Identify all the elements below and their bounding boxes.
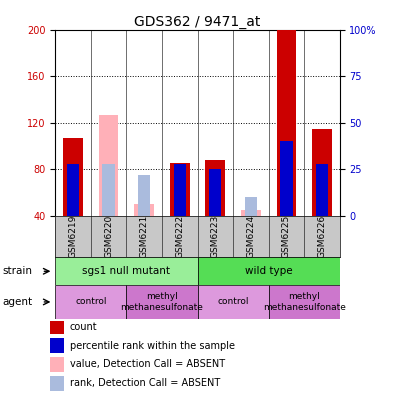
Title: GDS362 / 9471_at: GDS362 / 9471_at (134, 15, 261, 29)
Text: GSM6223: GSM6223 (211, 215, 220, 258)
Bar (51, 376, 64, 391)
Text: agent: agent (2, 297, 32, 307)
Bar (63, 138, 83, 216)
Bar (51, 357, 64, 372)
Bar (102, 164, 115, 216)
Text: GSM6224: GSM6224 (246, 215, 255, 258)
Text: methyl
methanesulfonate: methyl methanesulfonate (120, 292, 203, 312)
Text: value, Detection Call = ABSENT: value, Detection Call = ABSENT (70, 360, 225, 369)
Text: GSM6226: GSM6226 (318, 215, 326, 258)
Text: GSM6222: GSM6222 (175, 215, 184, 258)
Bar (170, 164, 190, 216)
Text: count: count (70, 322, 98, 332)
Bar (205, 160, 225, 216)
Text: strain: strain (2, 266, 32, 276)
Text: wild type: wild type (245, 266, 292, 276)
Bar (173, 164, 186, 216)
Text: GSM6225: GSM6225 (282, 215, 291, 258)
Bar (134, 204, 154, 216)
Bar (276, 30, 296, 216)
Bar (55, 257, 198, 285)
Bar (51, 319, 64, 334)
Bar (280, 141, 293, 216)
Bar (316, 164, 328, 216)
Text: rank, Detection Call = ABSENT: rank, Detection Call = ABSENT (70, 378, 220, 388)
Bar (245, 197, 257, 216)
Text: control: control (217, 297, 249, 307)
Text: GSM6221: GSM6221 (140, 215, 149, 258)
Bar (209, 169, 222, 216)
Text: GSM6219: GSM6219 (69, 215, 77, 258)
Bar (99, 114, 118, 216)
Bar (269, 285, 340, 319)
Text: control: control (75, 297, 107, 307)
Bar (241, 210, 261, 216)
Bar (67, 164, 79, 216)
Bar (198, 257, 340, 285)
Bar (51, 338, 64, 353)
Bar (126, 285, 198, 319)
Text: GSM6220: GSM6220 (104, 215, 113, 258)
Bar (55, 285, 126, 319)
Text: sgs1 null mutant: sgs1 null mutant (83, 266, 170, 276)
Text: percentile rank within the sample: percentile rank within the sample (70, 341, 235, 350)
Bar (198, 285, 269, 319)
Bar (138, 175, 150, 216)
Text: methyl
methanesulfonate: methyl methanesulfonate (263, 292, 346, 312)
Bar (312, 129, 332, 216)
